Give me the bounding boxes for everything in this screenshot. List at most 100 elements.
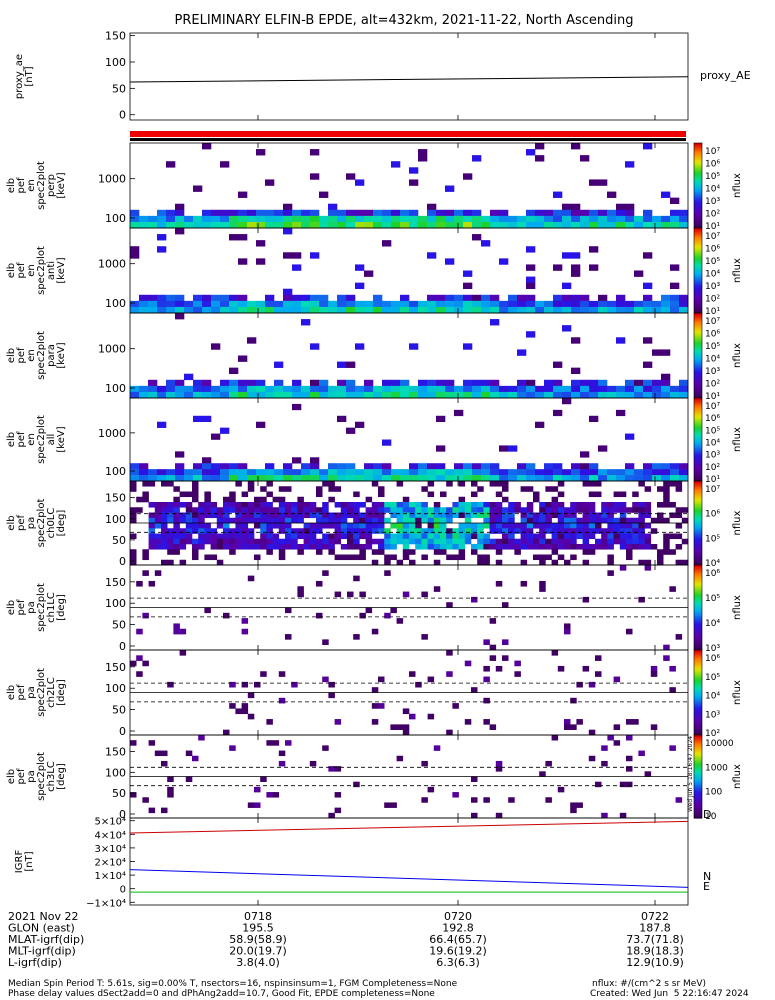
spectrogram-energy-3-colorbar-segment [694, 344, 702, 348]
spectrogram-energy-3-colorbar-segment [694, 381, 702, 384]
spectrogram-pa-0-cell [309, 512, 317, 519]
spectrogram-pa-0-cell [415, 512, 422, 519]
spectrogram-energy-4-colorbar-segment [694, 456, 702, 459]
spectrogram-pa-0-cell [483, 554, 490, 561]
spectrogram-pa-0-cell [533, 512, 540, 519]
spectrogram-energy-4-cell [184, 475, 194, 482]
spectrogram-pa-0-cell [210, 538, 218, 545]
spectrogram-energy-4-cell [319, 475, 329, 482]
spectrogram-energy-4-cell [238, 463, 248, 470]
spectrogram-energy-1-colorbar-segment [694, 179, 702, 182]
spectrogram-pa-0-colorbar-segment [694, 552, 702, 556]
spectrogram-energy-3-ylabel-line: en [26, 349, 37, 362]
spectrogram-pa-0-cell [192, 491, 199, 498]
spectrogram-pa-0-cell [378, 528, 385, 534]
spectrogram-pa-0-cell [440, 507, 447, 513]
spectrogram-energy-1-cell [589, 221, 599, 229]
spectrogram-pa-0-colorbar-segment [694, 548, 702, 551]
spectrogram-energy-3-cell [418, 391, 428, 399]
spectrogram-energy-2-colorbar-segment [694, 293, 702, 297]
spectrogram-energy-1-cell [607, 191, 617, 198]
spectrogram-pa-2-cell [551, 650, 559, 656]
spectrogram-pa-1-cell [334, 591, 342, 598]
spectrogram-energy-4-cell [319, 469, 329, 476]
spectrogram-pa-2-colorbar-segment [694, 726, 702, 730]
igrf-ytick-label: 0 [120, 885, 126, 896]
spectrogram-pa-0-cell [489, 538, 497, 545]
spectrogram-energy-4-cell [346, 475, 356, 482]
spectrogram-energy-3-cell [391, 379, 401, 387]
spectrogram-pa-1-cell [359, 591, 366, 598]
spectrogram-pa-2-colorbar-segment [694, 728, 702, 732]
spectrogram-pa-1-colorbar-segment [694, 609, 702, 613]
spectrogram-pa-1-cell [322, 570, 329, 576]
spectrogram-pa-0-cell [607, 507, 614, 513]
spectrogram-pa-0-cell [508, 538, 515, 545]
spectrogram-pa-0-cell [192, 528, 199, 534]
spectrogram-energy-4-cell [427, 475, 437, 482]
spectrogram-pa-0-cell [415, 507, 422, 513]
spectrogram-energy-3 [130, 313, 689, 399]
spectrogram-energy-2-cell [319, 300, 329, 308]
spectrogram-energy-2-cell [670, 294, 680, 302]
spectrogram-pa-2-cell [378, 676, 385, 683]
spectrogram-pa-0-cell [247, 533, 255, 540]
spectrogram-pa-0-cell [340, 502, 348, 508]
spectrogram-pa-1-colorbar-segment [694, 594, 702, 598]
spectrogram-pa-0-cell [161, 533, 168, 540]
spectrogram-pa-0-cell [483, 559, 490, 566]
xaxis-row-value: 20.0(19.7) [229, 945, 287, 958]
spectrogram-pa-1-cell [489, 618, 497, 624]
spectrogram-energy-3-colorbar-segment [694, 359, 702, 363]
spectrogram-energy-2-cell [454, 300, 464, 308]
spectrogram-pa-2-cell [241, 681, 249, 688]
spectrogram-energy-3-cell [652, 385, 662, 393]
spectrogram-pa-1-cell [285, 607, 292, 614]
spectrogram-pa-0-cell [415, 528, 422, 534]
footer-units: nflux: #/(cm^2 s sr MeV) [592, 979, 706, 989]
spectrogram-energy-2-cell [472, 294, 482, 302]
spectrogram-pa-0-cell [663, 491, 670, 498]
spectrogram-energy-2-cell [517, 294, 527, 302]
spectrogram-energy-1-cell [634, 221, 644, 229]
spectrogram-pa-0-cell [471, 491, 478, 498]
spectrogram-pa-0-cell [458, 496, 466, 503]
spectrogram-pa-0-cell [154, 517, 162, 524]
spectrogram-pa-0-cell [502, 538, 509, 545]
spectrogram-energy-1-cell [310, 209, 320, 217]
spectrogram-pa-0-cell [545, 502, 552, 508]
spectrogram-pa-0-cell [458, 528, 466, 534]
spectrogram-pa-0-cell [564, 512, 571, 519]
spectrogram-energy-3-colorbar-tick-label: 10⁴ [705, 355, 720, 365]
spectrogram-pa-1-colorbar-segment [694, 626, 702, 630]
xaxis-row-value: 73.7(71.8) [626, 933, 684, 946]
spectrogram-energy-1-cell [535, 221, 545, 229]
spectrogram-pa-3-cell [198, 735, 205, 741]
spectrogram-energy-4-cell [202, 469, 212, 476]
spectrogram-energy-1-cell [166, 221, 176, 229]
spectrogram-pa-0-cell [384, 533, 391, 540]
spectrogram-energy-4-cell [283, 475, 293, 482]
spectrogram-pa-0-cell [322, 523, 329, 529]
spectrogram-pa-3-ylabel-line: pa [26, 770, 37, 782]
spectrogram-energy-4-ylabel-line: spec2plot [36, 415, 47, 464]
spectrogram-pa-2-colorbar-tick-label: 10⁴ [705, 692, 720, 702]
spectrogram-energy-3-cell [400, 385, 410, 393]
spectrogram-energy-3-cell [526, 385, 536, 393]
spectrogram-pa-0-cell [173, 512, 180, 519]
spectrogram-pa-2-ylabel-line: pef [16, 684, 27, 701]
spectrogram-energy-4-cell [301, 463, 311, 470]
spectrogram-pa-0-cell [384, 544, 391, 550]
spectrogram-pa-2-colorbar-segment [694, 707, 702, 711]
spectrogram-pa-0-cell [322, 517, 329, 524]
spectrogram-energy-4-cell [490, 463, 500, 470]
spectrogram-pa-2-cell [247, 692, 255, 699]
spectrogram-pa-2-ytick-label: 150 [105, 661, 126, 674]
spectrogram-pa-3-colorbar-segment [694, 795, 702, 798]
spectrogram-pa-0-cell [291, 507, 298, 513]
spectrogram-pa-1-colorbar-segment [694, 567, 702, 570]
spectrogram-energy-2-colorbar-tick-label: 10² [705, 295, 720, 305]
spectrogram-pa-0-cell [173, 507, 180, 513]
spectrogram-energy-2-cell [157, 246, 167, 253]
spectrogram-pa-0-cell [440, 517, 447, 524]
